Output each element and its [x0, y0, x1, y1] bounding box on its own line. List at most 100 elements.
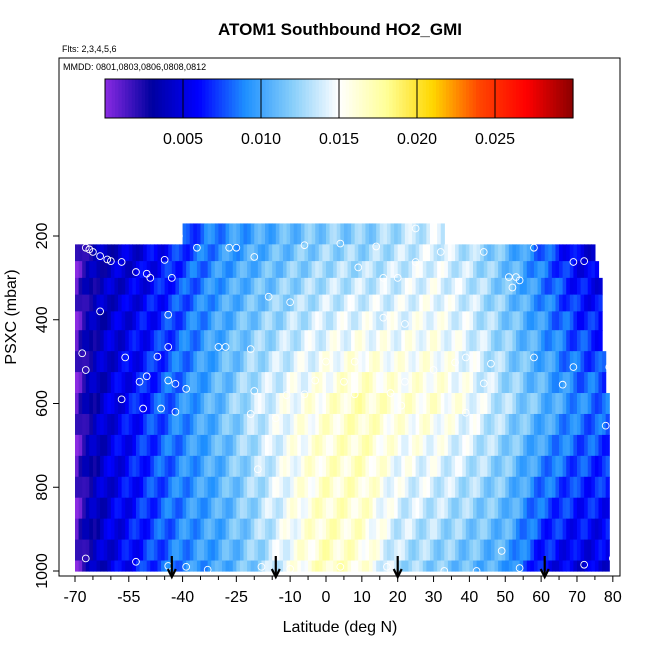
heat-cell [189, 413, 194, 436]
heat-cell [376, 560, 381, 572]
heat-cell [175, 311, 180, 331]
heat-cell [236, 244, 241, 262]
heat-cell [469, 476, 474, 499]
heat-cell [376, 277, 381, 296]
heat-cell [415, 455, 420, 478]
heat-cell [415, 560, 420, 572]
heat-cell [354, 393, 359, 415]
heat-cell [268, 393, 273, 415]
heat-cell [404, 393, 410, 415]
heat-cell [265, 294, 270, 312]
heat-cell [128, 294, 133, 312]
heat-cell [516, 330, 521, 352]
heat-cell [336, 476, 341, 499]
heat-cell [75, 434, 80, 457]
heat-cell [386, 244, 392, 262]
heat-cell [92, 330, 98, 352]
heat-cell [358, 560, 363, 572]
heat-cell [361, 393, 367, 415]
heat-cell [419, 244, 424, 262]
heat-cell [508, 539, 514, 562]
heat-cell [275, 393, 280, 415]
colorbar-segment [479, 79, 484, 118]
heat-cell [121, 261, 126, 279]
sample-point [282, 391, 291, 399]
heat-cell [146, 372, 151, 394]
heat-cell [343, 497, 349, 520]
y-tick-label: 1000 [34, 553, 51, 589]
heat-cell [300, 330, 306, 352]
heat-cell [254, 351, 259, 373]
colorbar-segment [201, 79, 206, 118]
heat-cell [519, 539, 524, 562]
heat-cell [566, 560, 571, 572]
heat-cell [412, 277, 417, 296]
colorbar-segment [158, 79, 163, 118]
heat-cell [164, 497, 169, 520]
colorbar-segment [171, 79, 176, 118]
colorbar-segment [566, 79, 571, 118]
heat-cell [358, 311, 363, 331]
heat-cell [372, 294, 377, 312]
heat-cell [379, 330, 384, 352]
heat-cell [490, 294, 496, 312]
heat-cell [505, 277, 510, 296]
heat-cell [222, 277, 227, 296]
heat-cell [157, 261, 162, 279]
heat-cell [225, 311, 230, 331]
heat-cell [476, 434, 481, 457]
heat-cell [186, 294, 191, 312]
heat-cell [333, 261, 338, 279]
heat-cell [422, 372, 427, 394]
heat-cell [196, 277, 202, 296]
heat-cell [218, 372, 223, 394]
heat-cell [315, 539, 320, 562]
heat-cell [559, 518, 564, 541]
heat-cell [157, 330, 162, 352]
heat-cell [286, 539, 291, 562]
heat-cell [422, 497, 427, 520]
heat-cell [336, 244, 341, 262]
heat-cell [254, 497, 259, 520]
heat-cell [143, 455, 148, 478]
heat-cell [178, 539, 184, 562]
heat-cell [498, 539, 503, 562]
heat-cell [150, 539, 155, 562]
heat-cell [576, 434, 582, 457]
heat-cell [437, 455, 442, 478]
heat-cell [250, 413, 255, 436]
heat-cell [139, 434, 144, 457]
heat-cell [397, 261, 402, 279]
heat-cell [218, 497, 223, 520]
heat-cell [587, 497, 592, 520]
heat-cell [444, 244, 449, 262]
heat-cell [193, 294, 198, 312]
sample-point [153, 352, 162, 361]
heat-cell [530, 277, 535, 296]
heat-cell [526, 330, 531, 352]
heat-cell [472, 261, 478, 279]
heat-cell [386, 497, 392, 520]
heat-cell [150, 393, 155, 415]
heat-cell [408, 497, 413, 520]
heat-cell [390, 330, 395, 352]
sample-point [89, 248, 97, 256]
heat-cell [498, 330, 503, 352]
colorbar-segment [459, 79, 464, 118]
heat-cell [501, 539, 506, 562]
heat-cell [128, 497, 133, 520]
heat-cell [455, 261, 460, 279]
heat-cell [118, 330, 123, 352]
heat-cell [394, 244, 399, 262]
heat-cell [512, 330, 517, 352]
sample-point [354, 263, 363, 272]
heat-cell [465, 413, 471, 436]
heat-cell [412, 476, 417, 499]
heat-cell [555, 413, 560, 436]
heat-cell [214, 476, 220, 499]
heat-cell [279, 518, 284, 541]
colorbar-segment [138, 79, 143, 118]
heat-cell [347, 413, 352, 436]
colorbar-segment [486, 79, 491, 118]
heat-cell [247, 455, 252, 478]
